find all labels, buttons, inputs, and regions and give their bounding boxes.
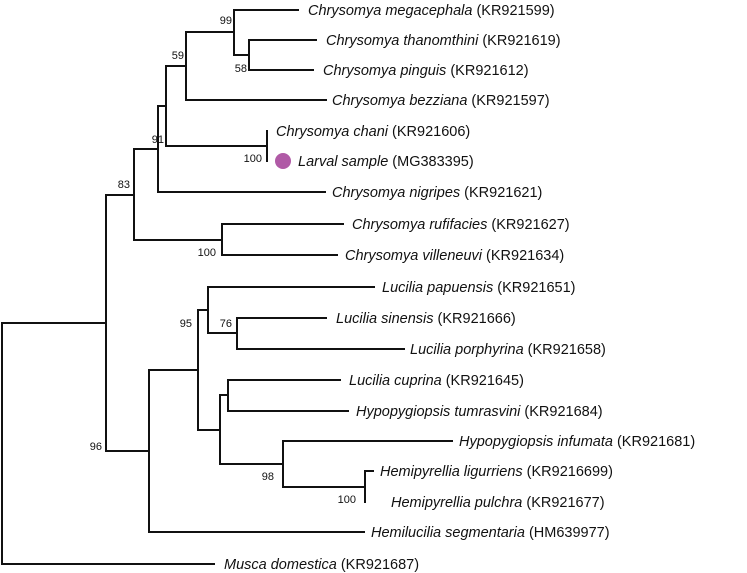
- taxon-name: Lucilia porphyrina: [410, 342, 524, 358]
- bootstrap-value: 58: [235, 63, 247, 75]
- taxon-accession: (KR921606): [388, 124, 470, 140]
- taxon-label: Hypopygiopsis tumrasvini (KR921684): [356, 404, 603, 420]
- taxon-name: Chrysomya megacephala: [308, 3, 472, 19]
- taxon-label: Lucilia sinensis (KR921666): [336, 311, 516, 327]
- taxon-accession: (KR921658): [524, 342, 606, 358]
- taxon-label: Lucilia porphyrina (KR921658): [410, 342, 606, 358]
- taxon-accession: (KR921627): [487, 217, 569, 233]
- taxon-name: Chrysomya bezziana: [332, 93, 467, 109]
- taxon-accession: (KR921684): [520, 404, 602, 420]
- bootstrap-value: 98: [262, 471, 274, 483]
- taxon-name: Lucilia papuensis: [382, 280, 493, 296]
- taxon-labels: Chrysomya megacephala (KR921599)Chrysomy…: [224, 3, 695, 573]
- taxon-label: Hemilucilia segmentaria (HM639977): [371, 525, 610, 541]
- bootstrap-value: 95: [180, 318, 192, 330]
- taxon-name: Chrysomya thanomthini: [326, 33, 479, 49]
- bootstrap-value: 100: [198, 247, 216, 259]
- bootstrap-value: 91: [152, 134, 164, 146]
- taxon-accession: (KR921651): [493, 280, 575, 296]
- bootstrap-value: 96: [90, 441, 102, 453]
- taxon-accession: (KR921666): [434, 311, 516, 327]
- bootstrap-value: 76: [220, 318, 232, 330]
- bootstrap-value: 99: [220, 15, 232, 27]
- taxon-label: Lucilia cuprina (KR921645): [349, 373, 524, 389]
- bootstrap-value: 83: [118, 179, 130, 191]
- taxon-accession: (KR9216699): [523, 464, 613, 480]
- taxon-accession: (HM639977): [525, 525, 610, 541]
- taxon-label: Chrysomya chani (KR921606): [276, 124, 470, 140]
- taxon-label: Chrysomya megacephala (KR921599): [308, 3, 555, 19]
- taxon-accession: (KR921634): [482, 248, 564, 264]
- taxon-name: Hemipyrellia ligurriens: [380, 464, 523, 480]
- taxon-label: Hemipyrellia pulchra (KR921677): [391, 495, 605, 511]
- bootstrap-value: 100: [338, 494, 356, 506]
- taxon-name: Musca domestica: [224, 557, 337, 573]
- taxon-label: Larval sample (MG383395): [298, 154, 474, 170]
- taxon-name: Hypopygiopsis infumata: [459, 434, 613, 450]
- taxon-label: Chrysomya rufifacies (KR921627): [352, 217, 570, 233]
- taxon-label: Chrysomya pinguis (KR921612): [323, 63, 529, 79]
- taxon-name: Chrysomya chani: [276, 124, 389, 140]
- taxon-name: Hemipyrellia pulchra: [391, 495, 522, 511]
- taxon-accession: (KR921612): [446, 63, 528, 79]
- taxon-accession: (KR921645): [442, 373, 524, 389]
- taxon-name: Hemilucilia segmentaria: [371, 525, 525, 541]
- taxon-accession: (KR921687): [337, 557, 419, 573]
- taxon-label: Chrysomya villeneuvi (KR921634): [345, 248, 564, 264]
- bootstrap-labels: 99 58 59 100 91 100 83 95 76 98 100 96: [90, 15, 356, 506]
- taxon-label: Musca domestica (KR921687): [224, 557, 419, 573]
- bootstrap-value: 100: [244, 153, 262, 165]
- taxon-name: Chrysomya rufifacies: [352, 217, 487, 233]
- bootstrap-value: 59: [172, 50, 184, 62]
- taxon-accession: (KR921677): [522, 495, 604, 511]
- sample-marker-dot: [275, 153, 291, 169]
- taxon-accession: (MG383395): [388, 154, 473, 170]
- taxon-accession: (KR921621): [460, 185, 542, 201]
- taxon-label: Hemipyrellia ligurriens (KR9216699): [380, 464, 613, 480]
- taxon-name: Hypopygiopsis tumrasvini: [356, 404, 521, 420]
- taxon-name: Chrysomya villeneuvi: [345, 248, 483, 264]
- taxon-label: Chrysomya bezziana (KR921597): [332, 93, 550, 109]
- taxon-name: Chrysomya nigripes: [332, 185, 460, 201]
- taxon-name: Chrysomya pinguis: [323, 63, 446, 79]
- taxon-label: Chrysomya nigripes (KR921621): [332, 185, 542, 201]
- taxon-name: Larval sample: [298, 154, 388, 170]
- taxon-name: Lucilia cuprina: [349, 373, 442, 389]
- taxon-label: Hypopygiopsis infumata (KR921681): [459, 434, 695, 450]
- taxon-label: Lucilia papuensis (KR921651): [382, 280, 575, 296]
- taxon-accession: (KR921619): [478, 33, 560, 49]
- taxon-accession: (KR921681): [613, 434, 695, 450]
- taxon-name: Lucilia sinensis: [336, 311, 434, 327]
- tree-branches: [1, 9, 453, 565]
- taxon-label: Chrysomya thanomthini (KR921619): [326, 33, 561, 49]
- taxon-accession: (KR921597): [467, 93, 549, 109]
- taxon-accession: (KR921599): [472, 3, 554, 19]
